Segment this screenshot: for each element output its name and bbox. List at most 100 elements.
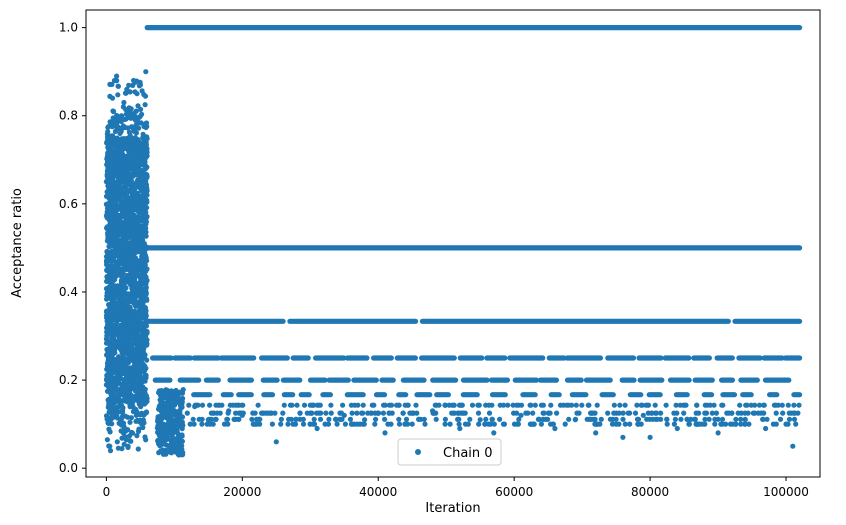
data-point — [107, 377, 113, 383]
data-point — [288, 416, 294, 422]
data-point — [491, 430, 497, 436]
data-point — [746, 421, 752, 427]
data-point — [334, 421, 340, 427]
data-point — [644, 416, 650, 422]
data-point — [142, 276, 148, 282]
data-point — [106, 402, 112, 408]
data-point — [527, 402, 533, 408]
data-point — [316, 410, 322, 416]
data-point — [157, 414, 163, 420]
data-point — [123, 143, 129, 149]
data-point — [113, 185, 119, 191]
data-point — [442, 421, 448, 427]
data-point — [140, 265, 146, 271]
data-point — [294, 402, 300, 408]
data-point — [217, 410, 223, 416]
data-point — [285, 421, 291, 427]
data-point — [172, 429, 178, 435]
data-point — [184, 410, 190, 416]
data-point — [127, 419, 133, 425]
data-point — [133, 261, 139, 267]
data-point — [159, 426, 166, 432]
data-point — [617, 402, 623, 408]
data-point — [635, 416, 642, 422]
data-point — [133, 347, 139, 353]
data-point — [109, 306, 115, 313]
data-point — [530, 410, 536, 416]
data-point — [333, 416, 339, 422]
data-point — [388, 402, 395, 408]
data-point — [605, 410, 611, 416]
data-point — [132, 150, 138, 156]
data-point — [165, 412, 171, 418]
data-point — [396, 421, 403, 427]
data-point — [139, 111, 145, 117]
data-point — [108, 243, 114, 249]
data-point — [316, 402, 322, 408]
data-point — [156, 428, 162, 434]
data-point — [777, 416, 784, 422]
data-point — [118, 385, 124, 392]
data-point — [760, 416, 766, 422]
data-point — [190, 416, 196, 422]
data-point — [108, 222, 114, 228]
data-point — [207, 402, 213, 408]
data-point — [311, 421, 318, 427]
data-point — [307, 421, 313, 427]
data-point — [281, 402, 287, 408]
data-point — [108, 192, 114, 198]
data-point — [632, 410, 639, 416]
data-point — [233, 410, 239, 416]
data-point — [719, 416, 726, 422]
data-point — [125, 311, 131, 317]
data-point — [684, 416, 690, 422]
data-point — [236, 416, 242, 422]
data-point — [421, 416, 427, 422]
data-point — [125, 427, 131, 433]
data-point — [110, 271, 116, 277]
legend-label: Chain 0 — [443, 446, 493, 461]
data-point — [125, 138, 131, 144]
data-point — [272, 410, 278, 416]
data-point — [114, 73, 120, 79]
data-point — [467, 416, 473, 422]
data-point — [349, 410, 355, 416]
data-point — [686, 421, 693, 427]
data-point — [104, 337, 110, 343]
data-point — [125, 230, 131, 236]
data-point — [140, 252, 146, 258]
data-point — [737, 402, 743, 408]
data-point — [179, 399, 185, 405]
data-point — [125, 296, 131, 302]
data-point — [139, 341, 146, 347]
data-point — [158, 421, 164, 427]
data-point — [103, 254, 110, 260]
data-point — [144, 328, 150, 335]
data-point — [688, 416, 694, 422]
data-point — [137, 181, 143, 187]
data-point — [540, 402, 547, 408]
data-point — [130, 144, 136, 150]
data-point — [763, 425, 769, 432]
data-point — [447, 421, 453, 427]
data-point — [129, 224, 135, 230]
data-point — [137, 139, 143, 146]
data-point — [121, 99, 127, 106]
data-point — [133, 380, 139, 386]
data-point — [175, 394, 181, 401]
data-point — [403, 416, 410, 422]
data-point — [713, 410, 720, 416]
data-point — [107, 264, 114, 270]
data-point — [304, 410, 310, 416]
data-point — [131, 247, 137, 253]
data-point — [674, 425, 680, 432]
data-point — [124, 86, 130, 92]
data-point — [126, 211, 132, 217]
data-point — [130, 399, 136, 405]
data-point — [135, 357, 141, 363]
data-point — [141, 142, 147, 148]
data-point — [134, 362, 140, 368]
data-point — [116, 334, 122, 340]
data-point — [109, 95, 116, 101]
data-point — [105, 159, 112, 166]
